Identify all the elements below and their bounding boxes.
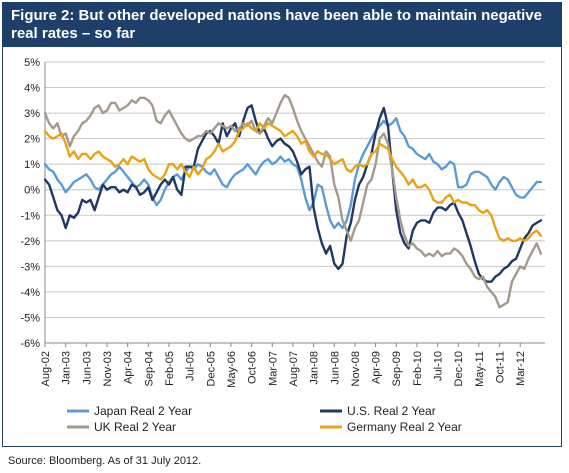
- x-tick-label: Oct-11: [495, 351, 507, 383]
- y-tick-label: -5%: [20, 312, 40, 324]
- x-tick-label: Feb-10: [412, 351, 424, 386]
- x-tick-label: Jan-03: [61, 351, 73, 385]
- x-tick-label: Feb-05: [164, 351, 176, 386]
- axes: [44, 62, 545, 347]
- x-tick-label: Mar-12: [515, 351, 527, 386]
- x-tick-label: Aug-02: [40, 351, 52, 386]
- legend-label-us: U.S. Real 2 Year: [347, 404, 436, 418]
- x-tick-label: Sep-04: [143, 351, 155, 386]
- y-tick-label: -2%: [20, 236, 40, 248]
- figure-frame: Figure 2: But other developed nations ha…: [2, 2, 562, 447]
- y-tick-label: 5%: [24, 57, 40, 69]
- x-tick-label: Sep-09: [391, 351, 403, 386]
- x-tick-label: Jul-05: [185, 351, 197, 381]
- x-tick-label: Apr-04: [123, 351, 135, 384]
- figure-title: Figure 2: But other developed nations ha…: [3, 3, 561, 47]
- source-note: Source: Bloomberg. As of 31 July 2012.: [8, 455, 202, 467]
- x-tick-label: Dec-05: [205, 351, 217, 386]
- series-line-germany: [43, 122, 543, 242]
- x-tick-label: Jun-03: [81, 351, 93, 385]
- legend-label-germany: Germany Real 2 Year: [347, 420, 462, 434]
- y-tick-label: -4%: [20, 287, 40, 299]
- y-tick-label: 1%: [24, 159, 40, 171]
- gridlines: [45, 61, 545, 344]
- x-tick-label: May-06: [226, 351, 238, 388]
- y-tick-label: 4%: [24, 83, 40, 95]
- y-tick-label: -1%: [20, 210, 40, 222]
- y-tick-labels: 5% 4% 3% 2% 1% 0% -1% -2% -3% -4% -5% -6%: [20, 57, 40, 350]
- x-tick-label: Nov-03: [102, 351, 114, 386]
- x-tick-labels: Aug-02 Jan-03 Jun-03 Nov-03 Apr-04 Sep-04 Feb-…: [40, 351, 527, 388]
- x-tick-label: Aug-07: [288, 351, 300, 386]
- y-tick-label: 2%: [24, 134, 40, 146]
- x-tick-label: Apr-09: [371, 351, 383, 384]
- series-line-us: [43, 104, 543, 283]
- x-tick-label: Jan-08: [309, 351, 321, 385]
- x-tick-label: Mar-07: [267, 351, 279, 386]
- series-line-uk: [43, 94, 543, 309]
- x-tick-label: Jun-08: [329, 351, 341, 385]
- legend-label-uk: UK Real 2 Year: [94, 420, 176, 434]
- x-tick-label: Jul-10: [433, 351, 445, 381]
- y-tick-label: -6%: [20, 338, 40, 350]
- x-tick-label: Dec-10: [453, 351, 465, 386]
- x-tick-label: Nov-08: [350, 351, 362, 386]
- series-lines: [43, 94, 543, 309]
- legend: Japan Real 2 Year U.S. Real 2 Year UK Real…: [67, 404, 462, 434]
- legend-label-japan: Japan Real 2 Year: [94, 404, 192, 418]
- series-line-japan: [43, 117, 543, 230]
- x-tick-label: Oct-06: [247, 351, 259, 384]
- x-tick-label: May-11: [474, 351, 486, 387]
- y-tick-label: 3%: [24, 108, 40, 120]
- y-tick-label: -3%: [20, 261, 40, 273]
- y-tick-label: 0%: [24, 185, 40, 197]
